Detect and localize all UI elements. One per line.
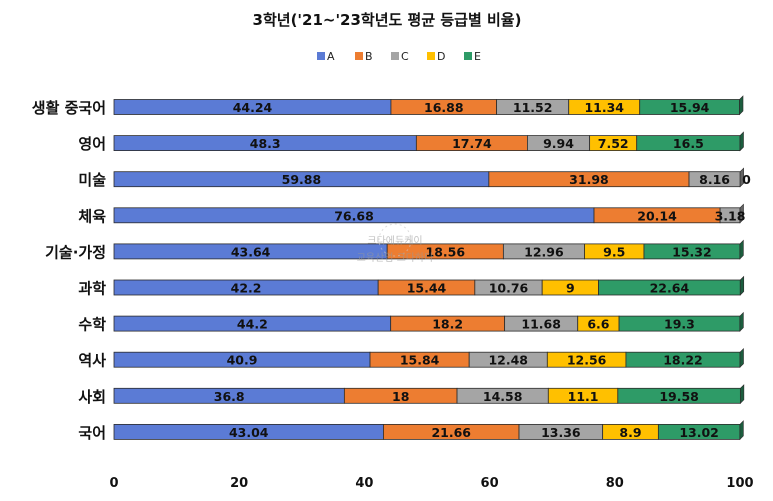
data-label-d: 8.9 bbox=[619, 425, 641, 440]
category-label: 사회 bbox=[78, 388, 106, 406]
watermark: 크다에듀케이 교육산업 크다하다 bbox=[357, 223, 434, 264]
data-label-d: 9.5 bbox=[603, 244, 625, 259]
category-label: 역사 bbox=[78, 352, 106, 370]
data-label-d: 7.52 bbox=[598, 136, 629, 151]
x-tick-label: 80 bbox=[606, 476, 624, 491]
legend-swatch-a bbox=[317, 52, 325, 60]
bar-end-cap bbox=[739, 420, 744, 441]
data-label-a: 59.88 bbox=[282, 172, 322, 187]
legend-swatch-c bbox=[391, 52, 399, 60]
data-label-d: 0 bbox=[742, 172, 751, 187]
data-label-c: 12.48 bbox=[488, 353, 528, 368]
data-label-a: 44.2 bbox=[237, 317, 268, 332]
legend-swatch-e bbox=[464, 52, 472, 60]
x-tick-label: 0 bbox=[109, 476, 118, 491]
data-label-e: 15.32 bbox=[672, 244, 712, 259]
bars-layer bbox=[113, 95, 745, 441]
data-label-a: 48.3 bbox=[250, 136, 281, 151]
category-label: 과학 bbox=[78, 280, 106, 298]
data-label-e: 18.22 bbox=[663, 353, 703, 368]
data-label-b: 18.56 bbox=[426, 244, 466, 259]
legend-label-e: E bbox=[474, 50, 481, 63]
data-label-a: 43.64 bbox=[231, 244, 271, 259]
data-label-d: 11.34 bbox=[584, 100, 624, 115]
data-label-d: 6.6 bbox=[587, 317, 609, 332]
data-label-a: 42.2 bbox=[231, 281, 262, 296]
legend-swatch-d bbox=[427, 52, 435, 60]
category-label: 미술 bbox=[78, 171, 106, 189]
data-label-a: 76.68 bbox=[334, 208, 374, 223]
data-label-e: 15.94 bbox=[670, 100, 710, 115]
data-labels-layer: 44.24 16.88 11.52 11.34 15.94 48.3 17.74 9.94 7.… bbox=[214, 100, 751, 440]
legend-swatch-b bbox=[355, 52, 363, 60]
bar-end-cap bbox=[739, 167, 744, 188]
watermark-emblem bbox=[378, 223, 412, 257]
data-label-b: 18 bbox=[392, 389, 409, 404]
data-label-c: 11.68 bbox=[521, 317, 561, 332]
data-label-c: 14.58 bbox=[483, 389, 523, 404]
data-label-d: 9 bbox=[566, 281, 575, 296]
data-label-e: 19.58 bbox=[659, 389, 699, 404]
data-label-e: 19.3 bbox=[664, 317, 695, 332]
category-label: 영어 bbox=[78, 135, 106, 153]
watermark-line-1: 크다에듀케이 bbox=[367, 235, 422, 247]
data-label-e: 13.02 bbox=[679, 425, 719, 440]
x-axis: 0 20 40 60 80 100 bbox=[109, 476, 753, 491]
category-label: 생활 중국어 bbox=[32, 99, 106, 117]
chart-title: 3학년('21~'23학년도 평균 등급별 비율) bbox=[253, 11, 522, 29]
data-label-c: 10.76 bbox=[489, 281, 529, 296]
bar-end-cap bbox=[739, 239, 744, 260]
legend-label-b: B bbox=[365, 50, 373, 63]
bar-end-cap bbox=[739, 131, 744, 152]
data-label-c: 9.94 bbox=[543, 136, 574, 151]
data-label-b: 18.2 bbox=[432, 317, 463, 332]
x-tick-label: 20 bbox=[230, 476, 248, 491]
bar-end-cap bbox=[740, 384, 745, 405]
bar-end-cap bbox=[739, 275, 745, 296]
x-tick-label: 40 bbox=[355, 476, 373, 491]
data-label-d: 12.56 bbox=[567, 353, 607, 368]
data-label-c: 3.18 bbox=[715, 208, 746, 223]
data-label-a: 44.24 bbox=[233, 100, 273, 115]
legend-label-c: C bbox=[401, 50, 409, 63]
data-label-e: 22.64 bbox=[650, 281, 690, 296]
legend-label-a: A bbox=[327, 50, 335, 63]
data-label-b: 15.44 bbox=[407, 281, 447, 296]
category-label: 기술·가정 bbox=[45, 243, 106, 261]
data-label-b: 20.14 bbox=[637, 208, 677, 223]
data-label-e: 16.5 bbox=[673, 136, 704, 151]
data-label-b: 21.66 bbox=[431, 425, 471, 440]
data-label-d: 11.1 bbox=[568, 389, 599, 404]
category-label: 국어 bbox=[78, 424, 106, 442]
data-label-b: 15.84 bbox=[400, 353, 440, 368]
bar-end-cap bbox=[739, 95, 744, 116]
category-label: 체육 bbox=[78, 207, 106, 225]
data-label-b: 16.88 bbox=[424, 100, 464, 115]
watermark-line-2: 교육산업 크다하다 bbox=[357, 251, 434, 264]
data-label-c: 13.36 bbox=[541, 425, 581, 440]
x-tick-label: 60 bbox=[481, 476, 499, 491]
data-label-b: 31.98 bbox=[569, 172, 609, 187]
bar-end-cap bbox=[739, 347, 744, 368]
data-label-c: 8.16 bbox=[699, 172, 730, 187]
bar-end-cap bbox=[739, 203, 744, 224]
data-label-a: 43.04 bbox=[229, 425, 269, 440]
x-tick-label: 100 bbox=[726, 476, 753, 491]
bar-end-cap bbox=[739, 311, 744, 332]
data-label-c: 11.52 bbox=[513, 100, 553, 115]
data-label-a: 36.8 bbox=[214, 389, 245, 404]
data-label-c: 12.96 bbox=[524, 244, 564, 259]
legend-label-d: D bbox=[437, 50, 445, 63]
data-label-b: 17.74 bbox=[452, 136, 492, 151]
data-label-a: 40.9 bbox=[227, 353, 258, 368]
legend: A B C D E bbox=[317, 50, 481, 63]
category-label: 수학 bbox=[78, 316, 106, 334]
